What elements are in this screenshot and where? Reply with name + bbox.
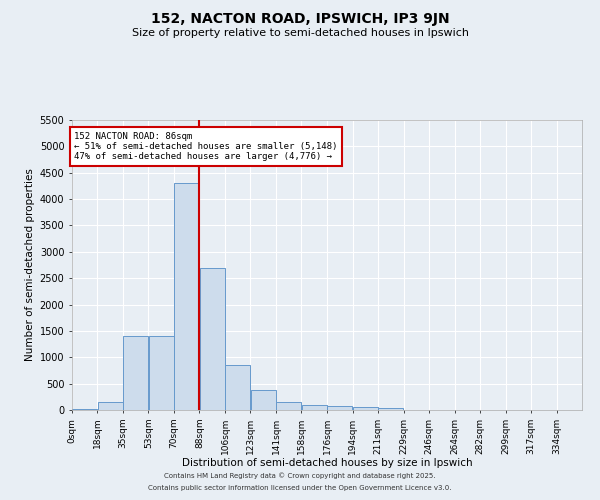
X-axis label: Distribution of semi-detached houses by size in Ipswich: Distribution of semi-detached houses by … — [182, 458, 472, 468]
Bar — [200, 268, 225, 410]
Bar — [327, 406, 352, 410]
Bar — [302, 404, 327, 410]
Bar — [149, 336, 174, 410]
Bar — [353, 408, 378, 410]
Bar — [225, 365, 250, 410]
Text: Contains public sector information licensed under the Open Government Licence v3: Contains public sector information licen… — [148, 485, 452, 491]
Bar — [174, 184, 199, 410]
Bar — [251, 390, 276, 410]
Bar — [378, 408, 403, 410]
Text: Size of property relative to semi-detached houses in Ipswich: Size of property relative to semi-detach… — [131, 28, 469, 38]
Y-axis label: Number of semi-detached properties: Number of semi-detached properties — [25, 168, 35, 362]
Text: Contains HM Land Registry data © Crown copyright and database right 2025.: Contains HM Land Registry data © Crown c… — [164, 472, 436, 479]
Bar — [276, 402, 301, 410]
Text: 152 NACTON ROAD: 86sqm
← 51% of semi-detached houses are smaller (5,148)
47% of : 152 NACTON ROAD: 86sqm ← 51% of semi-det… — [74, 132, 338, 162]
Bar — [72, 409, 97, 410]
Bar — [98, 402, 123, 410]
Bar — [123, 336, 148, 410]
Text: 152, NACTON ROAD, IPSWICH, IP3 9JN: 152, NACTON ROAD, IPSWICH, IP3 9JN — [151, 12, 449, 26]
